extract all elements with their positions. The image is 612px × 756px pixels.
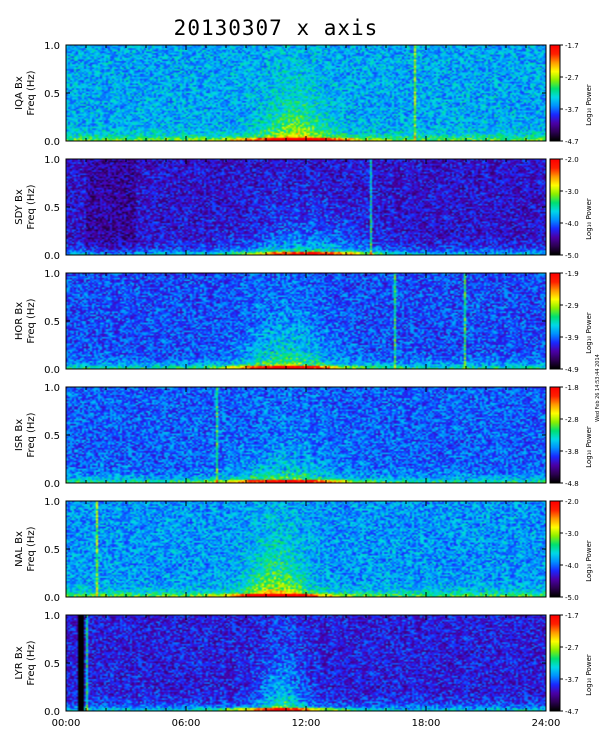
y-tick-label: 0.5	[44, 545, 60, 556]
colorbar-tick-label: -3.9	[565, 334, 579, 342]
colorbar-frame	[549, 614, 561, 712]
colorbar-tick-label: -3.7	[565, 676, 579, 684]
colorbar-frame	[549, 386, 561, 484]
y-tick-label: 0.0	[44, 251, 60, 262]
y-tick-label: 0.0	[44, 137, 60, 148]
colorbar-gradient	[550, 273, 560, 369]
colorbar-tick-label: -4.0	[565, 562, 579, 570]
colorbar-tick-label: -4.7	[565, 138, 579, 146]
y-tick-label: 1.0	[44, 269, 60, 280]
colorbar-frame	[549, 158, 561, 256]
station-label: IQA Bx	[14, 76, 25, 110]
colorbar-gradient	[550, 501, 560, 597]
y-tick-label: 0.0	[44, 365, 60, 376]
colorbar-tick-label: -3.0	[565, 530, 579, 538]
colorbar-tick-label: -1.8	[565, 384, 579, 392]
colorbar-frame	[549, 44, 561, 142]
colorbar-tick-label: -3.0	[565, 188, 579, 196]
colorbar-label: Log₁₀ Power	[585, 426, 593, 468]
colorbar-frame	[549, 272, 561, 370]
x-tick-label: 00:00	[52, 718, 81, 729]
colorbar-label: Log₁₀ Power	[585, 654, 593, 696]
colorbar-tick-label: -2.8	[565, 416, 579, 424]
colorbar-tick-label: -2.9	[565, 302, 579, 310]
colorbar-frame	[549, 500, 561, 598]
spectrogram-image	[66, 501, 546, 597]
colorbar-label: Log₁₀ Power	[585, 84, 593, 126]
y-tick-label: 0.5	[44, 431, 60, 442]
colorbar-gradient	[550, 615, 560, 711]
y-tick-label: 1.0	[44, 41, 60, 52]
y-axis-label: Freq (Hz)	[26, 640, 37, 685]
colorbar-tick-label: -3.8	[565, 448, 579, 456]
x-tick-label: 24:00	[532, 718, 561, 729]
colorbar-label: Log₁₀ Power	[585, 198, 593, 240]
y-tick-label: 1.0	[44, 611, 60, 622]
colorbar-tick-label: -3.7	[565, 106, 579, 114]
colorbar-gradient	[550, 159, 560, 255]
y-tick-label: 0.5	[44, 317, 60, 328]
spectrogram-image	[66, 273, 546, 369]
colorbar-gradient	[550, 45, 560, 141]
colorbar-tick-label: -1.7	[565, 612, 579, 620]
colorbar-tick-label: -4.7	[565, 708, 579, 716]
colorbar-tick-label: -2.0	[565, 156, 579, 164]
spectrogram-image	[66, 387, 546, 483]
y-tick-label: 0.0	[44, 593, 60, 604]
x-tick-label: 06:00	[172, 718, 201, 729]
y-tick-label: 0.0	[44, 707, 60, 718]
colorbar-tick-label: -2.7	[565, 644, 579, 652]
y-tick-label: 0.5	[44, 659, 60, 670]
y-axis-label: Freq (Hz)	[26, 184, 37, 229]
x-tick-label: 18:00	[412, 718, 441, 729]
chart-title: 20130307 x axis	[173, 16, 379, 40]
colorbar-tick-label: -1.7	[565, 42, 579, 50]
station-label: LYR Bx	[14, 646, 25, 679]
station-label: SDY Bx	[14, 189, 25, 225]
colorbar-label: Log₁₀ Power	[585, 540, 593, 582]
y-tick-label: 1.0	[44, 497, 60, 508]
spectrogram-image	[66, 615, 546, 711]
y-tick-label: 0.0	[44, 479, 60, 490]
colorbar-tick-label: -5.0	[565, 594, 579, 602]
colorbar-tick-label: -1.9	[565, 270, 579, 278]
y-tick-label: 1.0	[44, 155, 60, 166]
y-tick-label: 0.5	[44, 89, 60, 100]
spectrogram-image	[66, 45, 546, 141]
station-label: NAL Bx	[14, 531, 25, 567]
colorbar-gradient	[550, 387, 560, 483]
colorbar-tick-label: -2.0	[565, 498, 579, 506]
colorbar-label: Log₁₀ Power	[585, 312, 593, 354]
y-tick-label: 1.0	[44, 383, 60, 394]
x-tick-label: 12:00	[292, 718, 321, 729]
colorbar-tick-label: -4.8	[565, 480, 579, 488]
y-tick-label: 0.5	[44, 203, 60, 214]
y-axis-label: Freq (Hz)	[26, 298, 37, 343]
spectrogram-image	[66, 159, 546, 255]
colorbar-tick-label: -4.9	[565, 366, 579, 374]
y-axis-label: Freq (Hz)	[26, 70, 37, 115]
y-axis-label: Freq (Hz)	[26, 526, 37, 571]
colorbar-tick-label: -5.0	[565, 252, 579, 260]
y-axis-label: Freq (Hz)	[26, 412, 37, 457]
colorbar-tick-label: -2.7	[565, 74, 579, 82]
colorbar-tick-label: -4.0	[565, 220, 579, 228]
station-label: ISR Bx	[14, 419, 25, 451]
station-label: HOR Bx	[14, 302, 25, 340]
